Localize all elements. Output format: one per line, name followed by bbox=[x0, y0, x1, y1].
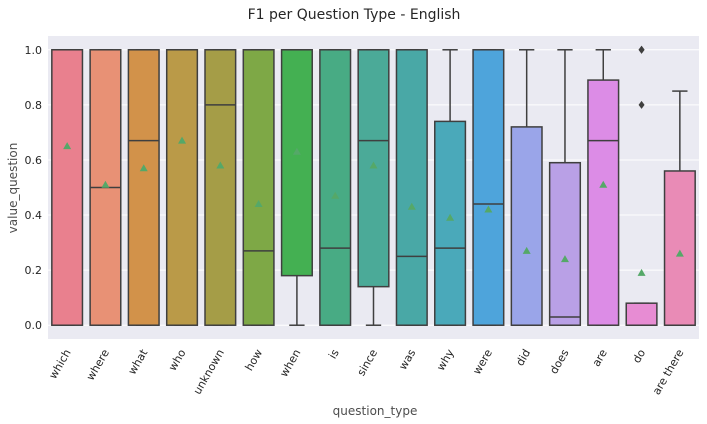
x-axis-label: question_type bbox=[333, 404, 418, 418]
x-tick-label: what bbox=[126, 346, 151, 376]
box-why bbox=[434, 49, 467, 326]
x-tick-label: were bbox=[470, 347, 495, 377]
mean-marker bbox=[292, 147, 301, 155]
x-tick-label: is bbox=[326, 347, 342, 361]
box-do bbox=[625, 45, 658, 326]
box-unknown bbox=[204, 49, 237, 326]
mean-marker bbox=[407, 202, 416, 210]
box-body bbox=[165, 49, 199, 326]
box-are-there bbox=[663, 90, 696, 326]
x-tick-label: which bbox=[46, 347, 73, 381]
y-axis-ticks: 0.0 0.2 0.4 0.6 0.8 1.0 bbox=[25, 44, 43, 332]
mean-marker bbox=[139, 164, 148, 172]
x-tick-label: since bbox=[355, 347, 381, 378]
x-tick-label: unknown bbox=[191, 347, 227, 397]
x-tick-label: was bbox=[396, 347, 418, 372]
mean-marker bbox=[599, 180, 608, 188]
x-tick-label: do bbox=[630, 347, 648, 366]
outlier-point bbox=[638, 45, 645, 54]
mean-marker bbox=[369, 161, 378, 169]
y-axis-label: value_question bbox=[6, 143, 20, 234]
x-tick-label: did bbox=[514, 347, 534, 368]
box-was bbox=[395, 49, 428, 326]
mean-marker bbox=[178, 136, 187, 144]
boxes-layer bbox=[51, 45, 696, 326]
box-body bbox=[587, 79, 620, 326]
box-since bbox=[357, 49, 390, 326]
y-tick-label: 1.0 bbox=[25, 44, 43, 57]
x-tick-label: are there bbox=[650, 347, 687, 397]
y-tick-label: 0.0 bbox=[25, 319, 43, 332]
mean-marker bbox=[560, 255, 569, 263]
x-tick-label: why bbox=[434, 347, 457, 373]
x-tick-label: does bbox=[547, 347, 571, 376]
x-tick-label: who bbox=[166, 347, 189, 373]
y-tick-label: 0.4 bbox=[25, 209, 43, 222]
box-when bbox=[280, 49, 313, 326]
mean-marker bbox=[637, 268, 646, 276]
box-body bbox=[51, 49, 84, 326]
box-body bbox=[625, 302, 658, 326]
x-tick-label: are bbox=[590, 347, 610, 369]
mean-marker bbox=[216, 161, 225, 169]
box-body bbox=[127, 49, 160, 326]
mean-marker bbox=[254, 200, 263, 208]
box-body bbox=[510, 126, 543, 326]
mean-marker bbox=[101, 180, 110, 188]
x-tick-label: when bbox=[277, 347, 303, 379]
box-body bbox=[395, 49, 428, 326]
box-body bbox=[357, 49, 390, 288]
box-where bbox=[89, 49, 122, 326]
mean-marker bbox=[484, 205, 493, 213]
box-body bbox=[663, 170, 696, 326]
x-axis-ticks: which where what who unknown how when is since wa… bbox=[46, 346, 686, 397]
box-body bbox=[204, 49, 237, 326]
box-is bbox=[319, 49, 352, 326]
box-how bbox=[242, 49, 275, 326]
box-are bbox=[587, 49, 620, 326]
y-tick-label: 0.2 bbox=[25, 264, 43, 277]
box-body bbox=[319, 49, 352, 326]
box-body bbox=[434, 120, 467, 326]
box-body bbox=[472, 49, 505, 326]
box-body bbox=[242, 49, 275, 326]
mean-marker bbox=[331, 191, 340, 199]
chart-title: F1 per Question Type - English bbox=[248, 7, 461, 23]
y-tick-label: 0.8 bbox=[25, 99, 43, 112]
mean-marker bbox=[522, 246, 531, 254]
box-which bbox=[51, 49, 84, 326]
x-tick-label: how bbox=[243, 347, 266, 373]
box-body bbox=[280, 49, 313, 277]
x-tick-label: where bbox=[84, 347, 112, 383]
box-does bbox=[548, 49, 582, 326]
outlier-point bbox=[638, 100, 645, 109]
box-what bbox=[127, 49, 160, 326]
box-who bbox=[165, 49, 199, 326]
mean-marker bbox=[63, 142, 72, 150]
box-did bbox=[510, 49, 543, 326]
mean-marker bbox=[446, 213, 455, 221]
mean-marker bbox=[675, 249, 684, 257]
box-were bbox=[472, 49, 505, 326]
y-tick-label: 0.6 bbox=[25, 154, 43, 167]
box-body bbox=[548, 161, 582, 326]
